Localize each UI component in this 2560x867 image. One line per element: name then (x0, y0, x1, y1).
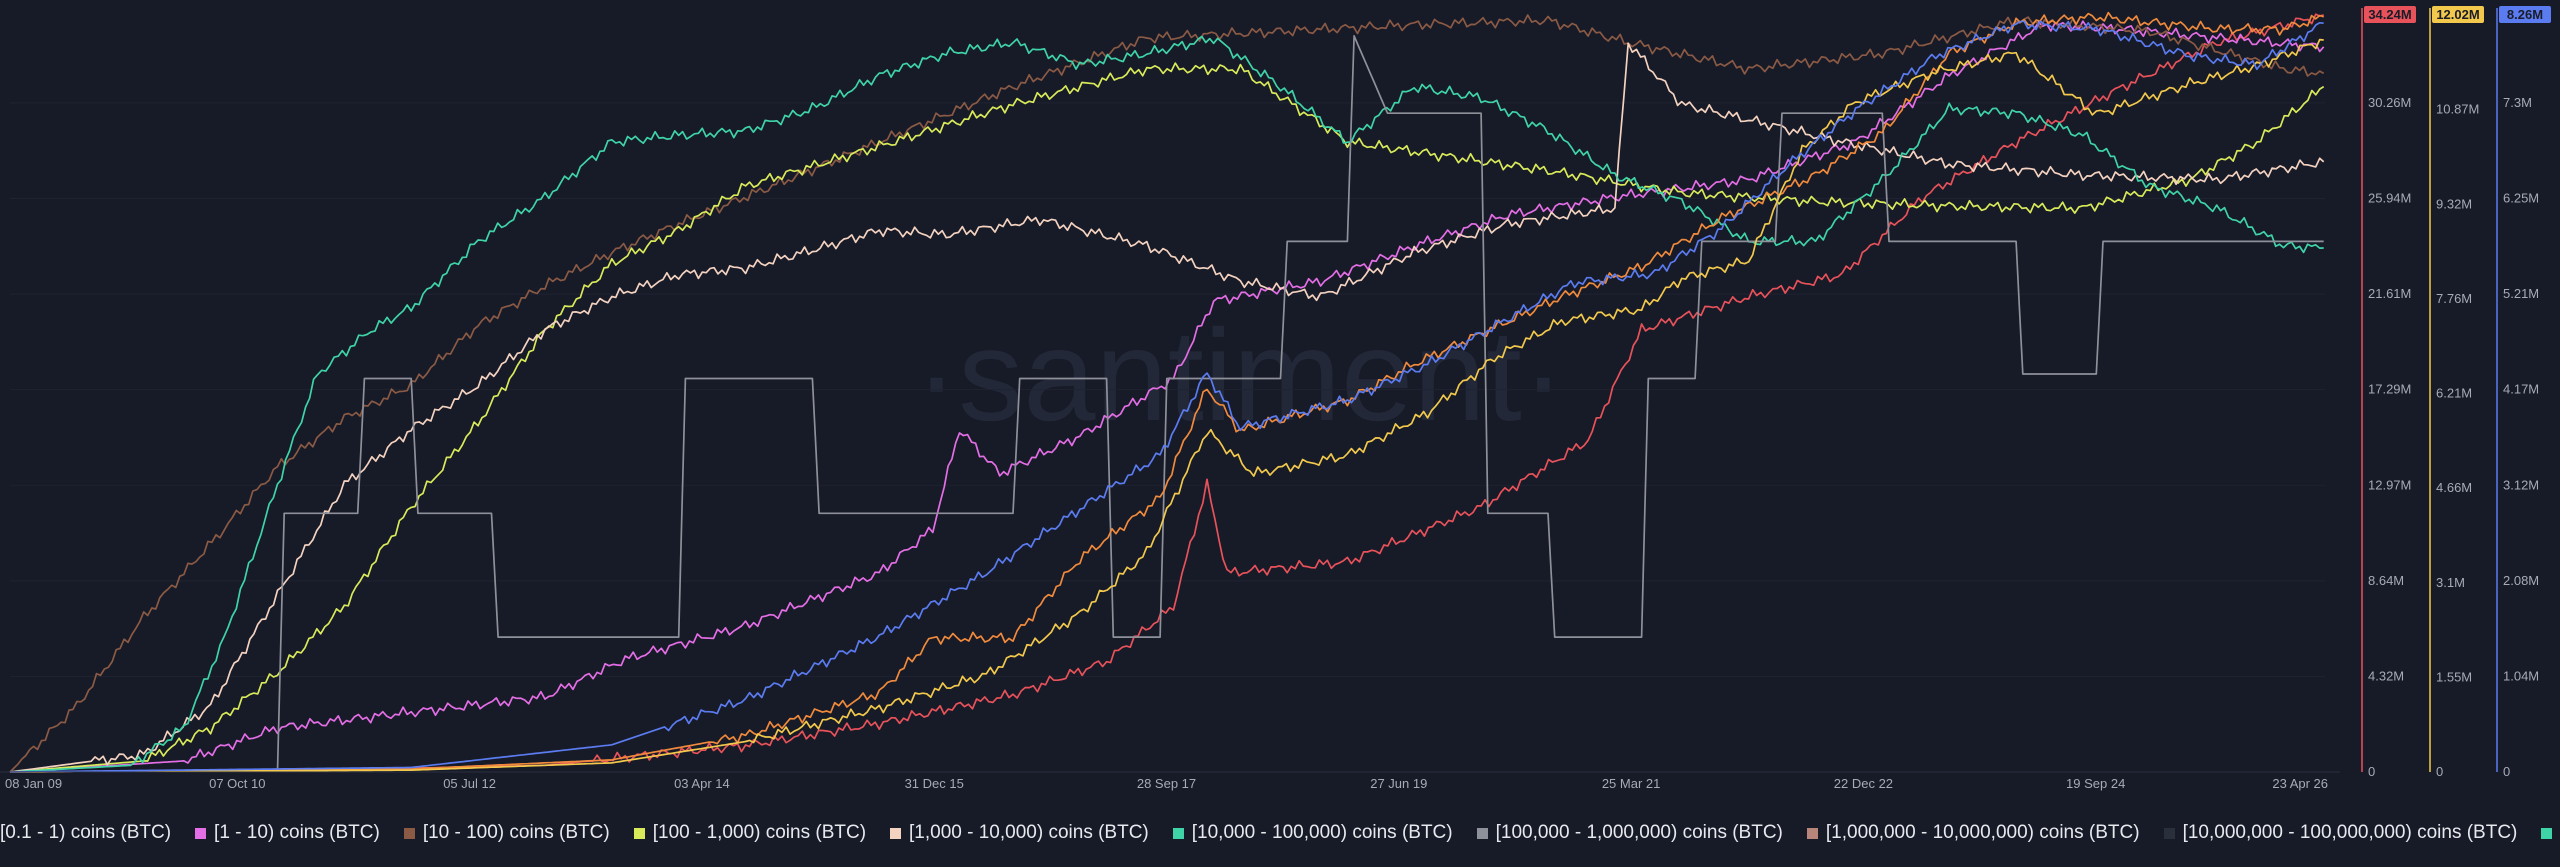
x-tick-label: 22 Dec 22 (1834, 776, 1893, 791)
blue-axis-badge-value: 8.26M (2507, 7, 2543, 22)
legend-item[interactable]: [1,000,000 - 10,000,000) coins (BTC) (1806, 822, 2140, 844)
x-tick-label: 07 Oct 10 (209, 776, 265, 791)
y-tick-label: 3.12M (2503, 477, 2539, 492)
legend-swatch (403, 827, 415, 839)
series-line-2 (9, 14, 2325, 773)
x-tick-label: 28 Sep 17 (1137, 776, 1196, 791)
y-tick-label: 4.66M (2436, 480, 2472, 495)
legend-label: [1,000,000 - 10,000,000) coins (BTC) (1825, 822, 2140, 843)
series-line-4 (9, 42, 2325, 773)
y-tick-label: 10.87M (2436, 102, 2479, 117)
y-tick-label: 17.29M (2368, 382, 2411, 397)
chart-svg: ·santiment· 08 Jan 09 07 Oct 10 05 Jul 12 0… (0, 6, 2551, 791)
series-line-3 (9, 62, 2325, 773)
y-tick-label: 5.21M (2503, 286, 2539, 301)
chart-legend: [0.1 - 1) coins (BTC) [1 - 10) coins (BTC… (0, 818, 2560, 848)
series-line-10 (10, 38, 2324, 773)
legend-swatch (633, 827, 645, 839)
yellow-axis-badge (2432, 6, 2484, 23)
y-tick-label: 6.21M (2436, 386, 2472, 401)
y-tick-label: 30.26M (2368, 95, 2411, 110)
legend-item[interactable]: [10,000 - 100,000) coins (BTC) (1172, 822, 1453, 844)
blue-axis-badge (2499, 6, 2551, 23)
red-axis-badge-value: 34.24M (2368, 7, 2411, 22)
legend-label: [10 - 100) coins (BTC) (422, 822, 610, 843)
legend-label: [100 - 1,000) coins (BTC) (652, 822, 867, 843)
series-line-11 (10, 20, 2324, 773)
legend-label: [100,000 - 1,000,000) coins (BTC) (1495, 822, 1783, 843)
y-tick-label: 2.08M (2503, 573, 2539, 588)
y-tick-label: 9.32M (2436, 196, 2472, 211)
y-tick-label: 3.1M (2436, 575, 2465, 590)
y-tick-label: 0 (2436, 764, 2443, 779)
x-tick-label: 25 Mar 21 (1602, 776, 1661, 791)
y-tick-label: 6.25M (2503, 191, 2539, 206)
legend-swatch (2163, 827, 2175, 839)
x-tick-label: 03 Apr 14 (674, 776, 730, 791)
legend-label: [10,000 - 100,000) coins (BTC) (1191, 822, 1453, 843)
legend-label: [0.1 - 1) coins (BTC) (0, 822, 172, 843)
legend-swatch (195, 827, 207, 839)
grid-lines (10, 102, 2325, 773)
y-tick-label: 12.97M (2368, 477, 2411, 492)
y-tick-label: 8.64M (2368, 573, 2404, 588)
x-axis: 08 Jan 09 07 Oct 10 05 Jul 12 03 Apr 14 31 D… (0, 771, 2340, 791)
legend-item[interactable]: [100,000 - 1,000,000) coins (BTC) (1476, 822, 1783, 844)
legend-swatch (1172, 827, 1184, 839)
legend-label: [1 - 10) coins (BTC) (214, 822, 380, 843)
y-tick-label: 21.61M (2368, 286, 2411, 301)
y-axes: 0 4.32M 8.64M 12.97M 17.29M 21.61M 25.94M 30.26… (2361, 6, 2551, 779)
legend-item[interactable]: [1,000 - 10,000) coins (BTC) (890, 822, 1149, 844)
y-tick-label: 1.04M (2503, 668, 2539, 683)
legend-swatch (890, 827, 902, 839)
x-tick-label: 08 Jan 09 (5, 776, 62, 791)
y-tick-label: 4.32M (2368, 668, 2404, 683)
x-tick-label: 31 Dec 15 (905, 776, 964, 791)
legend-item[interactable]: [1 - 10) coins (BTC) (195, 822, 380, 844)
legend-label: [1,000 - 10,000) coins (BTC) (909, 822, 1149, 843)
y-tick-label: 0 (2503, 764, 2510, 779)
legend-item[interactable]: [10,000,000 - 100,000,000) coins (BTC) (2163, 822, 2518, 844)
x-tick-label: 23 Apr 26 (2272, 776, 2328, 791)
legend-swatch (1476, 827, 1488, 839)
y-tick-label: 25.94M (2368, 191, 2411, 206)
x-tick-label: 19 Sep 24 (2066, 776, 2125, 791)
legend-item[interactable]: [100 - 1,000) coins (BTC) (633, 822, 867, 844)
legend-item[interactable]: [10 - 100) coins (BTC) (403, 822, 610, 844)
legend-swatch (1806, 827, 1818, 839)
legend-label: [10,000,000 - 100,000,000) coins (BTC) (2182, 822, 2518, 843)
red-axis-badge (2364, 6, 2416, 23)
legend-swatch (2541, 827, 2552, 839)
y-tick-label: 0 (2368, 764, 2375, 779)
yellow-axis-badge-value: 12.02M (2436, 7, 2479, 22)
x-tick-label: 27 Jun 19 (1370, 776, 1427, 791)
x-tick-label: 05 Jul 12 (443, 776, 496, 791)
y-tick-label: 7.76M (2436, 291, 2472, 306)
series-line-5 (9, 35, 2324, 773)
y-tick-label: 7.3M (2503, 95, 2532, 110)
series-line-6 (10, 34, 2324, 773)
y-tick-label: 4.17M (2503, 382, 2539, 397)
series-layer (9, 11, 2325, 773)
legend-item[interactable]: [0.1 - 1) coins (BTC) (0, 822, 171, 844)
y-tick-label: 1.55M (2436, 669, 2472, 684)
santiment-watermark: ·santiment· (915, 302, 1565, 448)
